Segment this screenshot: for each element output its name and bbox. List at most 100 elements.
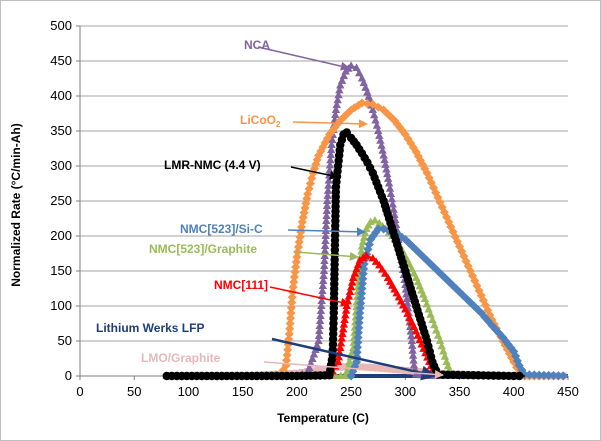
x-tick-label: 200 xyxy=(286,384,308,399)
series-3 xyxy=(346,224,569,381)
data-point xyxy=(286,308,296,318)
data-point xyxy=(287,292,297,302)
data-point xyxy=(349,273,358,281)
y-tick-label: 500 xyxy=(50,18,72,33)
data-point xyxy=(286,313,296,323)
annotation-arrow xyxy=(263,361,444,379)
data-point xyxy=(534,370,544,380)
data-point xyxy=(379,151,388,159)
data-point xyxy=(321,236,330,244)
data-point xyxy=(358,237,368,246)
data-point xyxy=(409,361,419,369)
data-point xyxy=(387,194,396,203)
data-point xyxy=(352,264,361,273)
data-point xyxy=(353,328,363,338)
series-label: LiCoO2 xyxy=(240,113,281,129)
data-point xyxy=(287,298,297,307)
data-point xyxy=(322,201,332,209)
data-point xyxy=(318,281,328,289)
data-point xyxy=(357,242,367,250)
series-2 xyxy=(162,128,525,381)
data-point xyxy=(407,336,417,344)
x-tick-label: 250 xyxy=(340,384,362,399)
data-point xyxy=(363,363,371,371)
data-point xyxy=(402,294,412,302)
x-tick-label: 350 xyxy=(449,384,471,399)
x-tick-label: 400 xyxy=(503,384,525,399)
data-point xyxy=(515,371,524,381)
data-point xyxy=(333,357,343,365)
data-point xyxy=(323,186,333,194)
annotation-labels: NCA LiCoO2 LMR-NMC (4.4 V) NMC[523]/Si-C NMC… xyxy=(96,38,281,365)
annotation-arrow xyxy=(257,46,350,71)
data-point xyxy=(286,303,296,313)
data-point xyxy=(322,206,331,214)
data-point xyxy=(336,81,345,89)
data-point xyxy=(337,76,347,84)
x-tick-label: 450 xyxy=(557,384,579,399)
x-tick-label: 150 xyxy=(232,384,254,399)
data-point xyxy=(558,371,568,381)
data-point xyxy=(354,313,364,323)
data-point xyxy=(315,316,325,324)
data-point xyxy=(372,121,382,129)
data-point xyxy=(342,366,352,375)
data-point xyxy=(354,323,364,333)
data-point xyxy=(388,200,397,208)
data-point xyxy=(439,347,448,355)
data-point xyxy=(317,301,326,309)
y-tick-label: 50 xyxy=(58,333,72,348)
data-point xyxy=(338,329,347,337)
data-point xyxy=(383,169,392,178)
data-point xyxy=(319,266,329,274)
data-point xyxy=(322,216,331,224)
data-point xyxy=(362,251,371,259)
data-point xyxy=(317,296,326,304)
data-point xyxy=(332,100,341,109)
data-point xyxy=(341,306,351,314)
series-label: NMC[523]/Graphite xyxy=(149,242,257,256)
data-point xyxy=(331,110,340,118)
data-point xyxy=(341,310,350,319)
data-point xyxy=(385,184,395,192)
data-point xyxy=(340,315,349,323)
data-point xyxy=(326,150,336,159)
data-point xyxy=(392,366,400,374)
x-tick-label: 300 xyxy=(394,384,416,399)
x-tick-label: 0 xyxy=(76,384,83,399)
data-point xyxy=(312,341,322,349)
data-point xyxy=(321,231,330,239)
x-tick-label: 50 xyxy=(127,384,141,399)
data-point xyxy=(380,155,389,164)
data-point xyxy=(305,363,314,371)
y-tick-label: 250 xyxy=(50,193,72,208)
data-point xyxy=(331,105,341,113)
data-point xyxy=(407,331,416,340)
x-tick-label: 100 xyxy=(178,384,200,399)
data-point xyxy=(320,241,330,249)
data-point xyxy=(324,176,334,184)
data-point xyxy=(352,63,361,71)
data-point xyxy=(327,140,336,148)
data-point xyxy=(337,334,346,342)
data-point xyxy=(319,276,328,284)
series-label: NCA xyxy=(244,38,270,52)
annotation-arrow xyxy=(290,166,339,180)
data-point xyxy=(373,224,383,234)
data-point xyxy=(408,341,417,349)
data-point xyxy=(352,347,362,357)
series-layer xyxy=(162,61,569,381)
data-point xyxy=(314,336,323,344)
data-point xyxy=(328,135,337,143)
series-label: LMR-NMC (4.4 V) xyxy=(164,158,261,172)
data-point xyxy=(334,90,343,99)
annotation-arrow xyxy=(287,227,366,237)
data-point xyxy=(364,92,373,100)
data-point xyxy=(323,191,332,199)
data-point xyxy=(346,282,356,291)
data-point xyxy=(315,321,324,329)
data-point xyxy=(544,370,554,380)
data-point xyxy=(316,311,325,319)
data-point xyxy=(370,216,380,224)
